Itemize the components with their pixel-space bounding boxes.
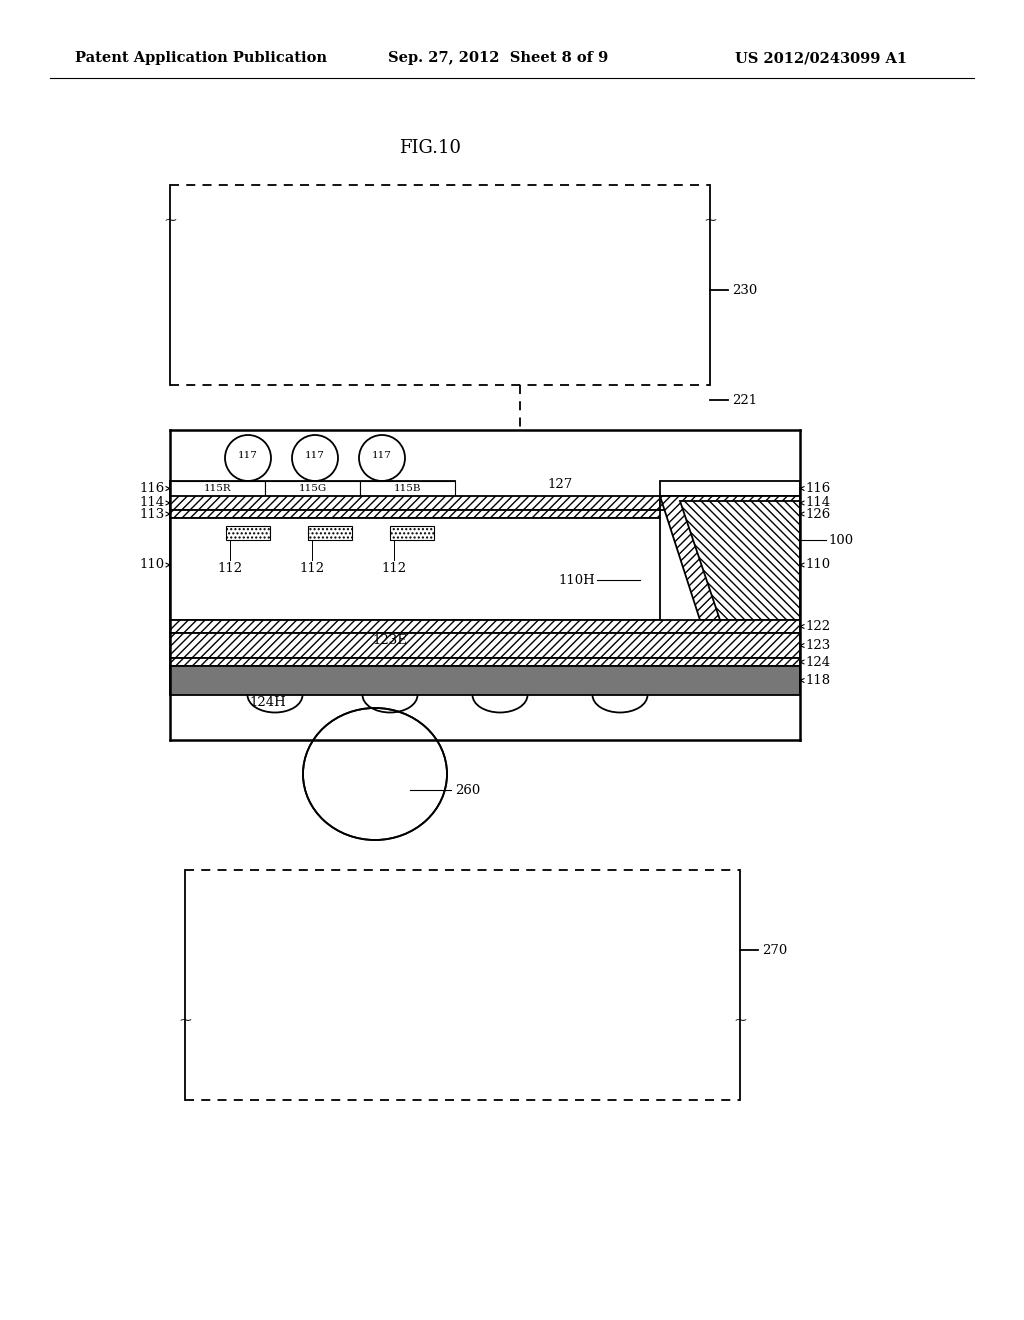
- Polygon shape: [680, 502, 800, 620]
- Text: 230: 230: [732, 284, 758, 297]
- Text: 110: 110: [140, 558, 165, 572]
- Bar: [660, 496, 800, 510]
- Text: 115R: 115R: [204, 484, 231, 492]
- Text: 116: 116: [139, 482, 165, 495]
- Text: 114: 114: [805, 496, 830, 510]
- Text: ~: ~: [703, 211, 717, 228]
- Text: 123E: 123E: [373, 635, 408, 648]
- Bar: [170, 634, 800, 657]
- Text: 127: 127: [548, 479, 572, 491]
- Text: 112: 112: [299, 561, 325, 574]
- Bar: [170, 620, 800, 634]
- Bar: [226, 525, 270, 540]
- Text: 126: 126: [805, 507, 830, 520]
- Text: FIG.10: FIG.10: [399, 139, 461, 157]
- Text: 124: 124: [805, 656, 830, 668]
- Text: 117: 117: [238, 451, 258, 461]
- Text: 270: 270: [762, 944, 787, 957]
- Text: ~: ~: [163, 211, 177, 228]
- Text: 123: 123: [805, 639, 830, 652]
- Text: ~: ~: [733, 1011, 746, 1028]
- Text: 112: 112: [217, 561, 243, 574]
- Text: 115G: 115G: [298, 484, 327, 492]
- Text: 100: 100: [828, 533, 853, 546]
- Text: US 2012/0243099 A1: US 2012/0243099 A1: [735, 51, 907, 65]
- Text: 113: 113: [139, 507, 165, 520]
- Text: 124H: 124H: [250, 697, 287, 710]
- Text: 114: 114: [140, 496, 165, 510]
- Bar: [170, 667, 800, 696]
- Bar: [170, 480, 455, 496]
- Bar: [170, 657, 800, 667]
- Bar: [170, 517, 660, 620]
- Bar: [360, 480, 455, 496]
- Text: 221: 221: [732, 393, 757, 407]
- Bar: [390, 525, 434, 540]
- Bar: [660, 480, 800, 496]
- Text: 117: 117: [305, 451, 325, 461]
- Text: Sep. 27, 2012  Sheet 8 of 9: Sep. 27, 2012 Sheet 8 of 9: [388, 51, 608, 65]
- Text: 115B: 115B: [394, 484, 421, 492]
- Bar: [170, 496, 660, 510]
- Text: 110: 110: [805, 558, 830, 572]
- Bar: [265, 480, 360, 496]
- Bar: [170, 510, 660, 517]
- Polygon shape: [660, 496, 800, 620]
- Bar: [308, 525, 352, 540]
- Text: 118: 118: [805, 675, 830, 686]
- Bar: [170, 480, 265, 496]
- Text: 122: 122: [805, 620, 830, 634]
- Text: 116: 116: [805, 482, 830, 495]
- Text: 112: 112: [381, 561, 407, 574]
- Text: 260: 260: [455, 784, 480, 796]
- Text: Patent Application Publication: Patent Application Publication: [75, 51, 327, 65]
- Text: ~: ~: [178, 1011, 193, 1028]
- Text: 117: 117: [372, 451, 392, 461]
- Text: 110H: 110H: [558, 573, 595, 586]
